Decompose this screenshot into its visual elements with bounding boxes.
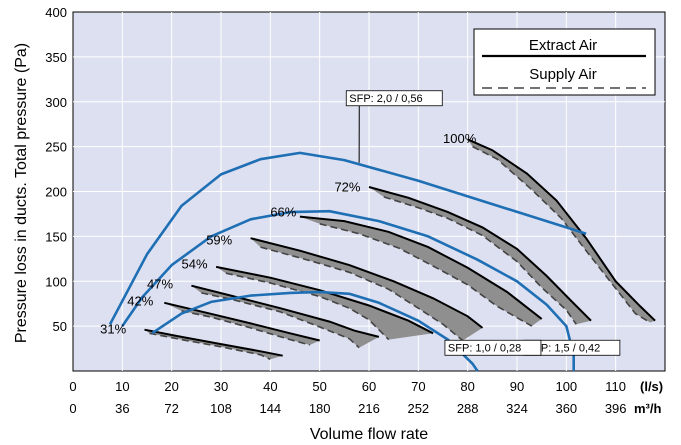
x-tick-label-m3h: 252 — [407, 401, 429, 416]
legend-extract-air-label: Extract Air — [529, 37, 597, 54]
fan-band-47pct — [191, 285, 379, 348]
x-tick-label-m3h: 108 — [210, 401, 232, 416]
sfp-label: SFP: 1,5 / 0,42 — [527, 342, 600, 354]
supply-air-curve — [260, 246, 464, 342]
supply-air-curve — [181, 310, 311, 346]
sfp-label: SFP: 1,0 / 0,28 — [448, 342, 521, 354]
x-tick-label-m3h: 36 — [115, 401, 129, 416]
supply-air-curve — [225, 272, 390, 341]
fan-band-100pct — [467, 139, 656, 323]
legend: Extract Air Supply Air — [473, 28, 656, 96]
fan-band-59pct — [250, 238, 483, 341]
fan-band-42pct — [164, 302, 320, 345]
extract-air-curve — [299, 215, 543, 320]
x-tick-label-ls: 110 — [605, 379, 626, 394]
x-tick-label-m3h: 396 — [605, 401, 627, 416]
y-tick-label: 300 — [45, 95, 67, 110]
y-tick-label: 250 — [45, 140, 67, 155]
speed-label: 100% — [443, 131, 477, 146]
x-tick-label-ls: 80 — [460, 379, 474, 394]
x-tick-label-ls: 40 — [263, 379, 277, 394]
speed-label: 31% — [100, 321, 126, 336]
x-axis-title: Volume flow rate — [310, 426, 428, 443]
fan-curve-bands — [144, 138, 656, 361]
extract-air-curve — [215, 265, 434, 335]
fan-band-72pct — [369, 187, 591, 325]
speed-label: 59% — [206, 232, 232, 247]
x-tick-label-m3h: 360 — [555, 401, 577, 416]
speed-label: 72% — [334, 180, 360, 195]
curve-labels: 31%42% 47% 54% 59% 66% 72% 100% SFP: 2,0 / 0,56… — [100, 90, 621, 356]
x-tick-label-m3h: 324 — [506, 401, 528, 416]
x-tick-label-ls: 30 — [214, 379, 228, 394]
supply-air-curve — [201, 292, 360, 349]
supply-air-curve — [472, 145, 651, 324]
sfp-curve — [121, 209, 576, 371]
extract-air-curve — [250, 237, 484, 329]
x-tick-label-ls: 70 — [411, 379, 425, 394]
sfp-label-box — [444, 339, 542, 356]
extract-air-curve — [467, 138, 656, 322]
x-tick-label-ls: 0 — [69, 379, 76, 394]
fan-band-66pct — [299, 216, 542, 327]
speed-label: 54% — [182, 257, 208, 272]
supply-air-curve — [149, 332, 271, 361]
legend-supply-air-label: Supply Air — [529, 66, 597, 83]
legend-box — [473, 28, 656, 96]
x-tick-label-ls: 90 — [510, 379, 524, 394]
x-tick-label-m3h: 180 — [309, 401, 331, 416]
sfp-label-box — [345, 90, 443, 107]
y-axis-title: Pressure loss in ducts. Total pressure (… — [13, 43, 30, 343]
x-tick-label-m3h: 216 — [358, 401, 380, 416]
x-tick-label-ls: 100 — [555, 379, 577, 394]
x-tick-label-ls: 50 — [312, 379, 326, 394]
x-tick-label-m3h: 144 — [259, 401, 281, 416]
extract-air-curve — [368, 186, 592, 322]
fan-band-54pct — [216, 266, 434, 340]
sfp-curve — [108, 151, 587, 325]
y-tick-label: 50 — [53, 319, 67, 334]
x-tick-label-m3h: 288 — [457, 401, 479, 416]
x-tick-label-m3h: 72 — [164, 401, 178, 416]
x-unit-m3h: m³/h — [634, 401, 662, 416]
x-tick-label-ls: 60 — [362, 379, 376, 394]
y-tick-label: 200 — [45, 185, 67, 200]
x-unit-ls: (l/s) — [640, 379, 663, 394]
y-tick-label: 100 — [45, 274, 67, 289]
x-tick-label-ls: 10 — [115, 379, 129, 394]
supply-air-curve — [319, 223, 533, 327]
speed-label: 47% — [147, 276, 173, 291]
sfp-label: SFP: 2,0 / 0,56 — [349, 93, 422, 105]
extract-air-curve — [191, 284, 380, 338]
y-tick-label: 150 — [45, 229, 67, 244]
y-tick-label: 400 — [45, 5, 67, 20]
speed-label: 66% — [270, 205, 296, 220]
y-tick-label: 350 — [45, 50, 67, 65]
x-tick-label-m3h: 0 — [69, 401, 76, 416]
speed-label: 42% — [127, 293, 153, 308]
axis-tick-labels: 0 0 10 36 20 72 30 108 40 144 50 180 60 216 70 252 80 288… — [45, 5, 626, 416]
x-tick-label-ls: 20 — [164, 379, 178, 394]
supply-air-curve — [383, 196, 577, 325]
extract-air-curve — [144, 328, 283, 357]
